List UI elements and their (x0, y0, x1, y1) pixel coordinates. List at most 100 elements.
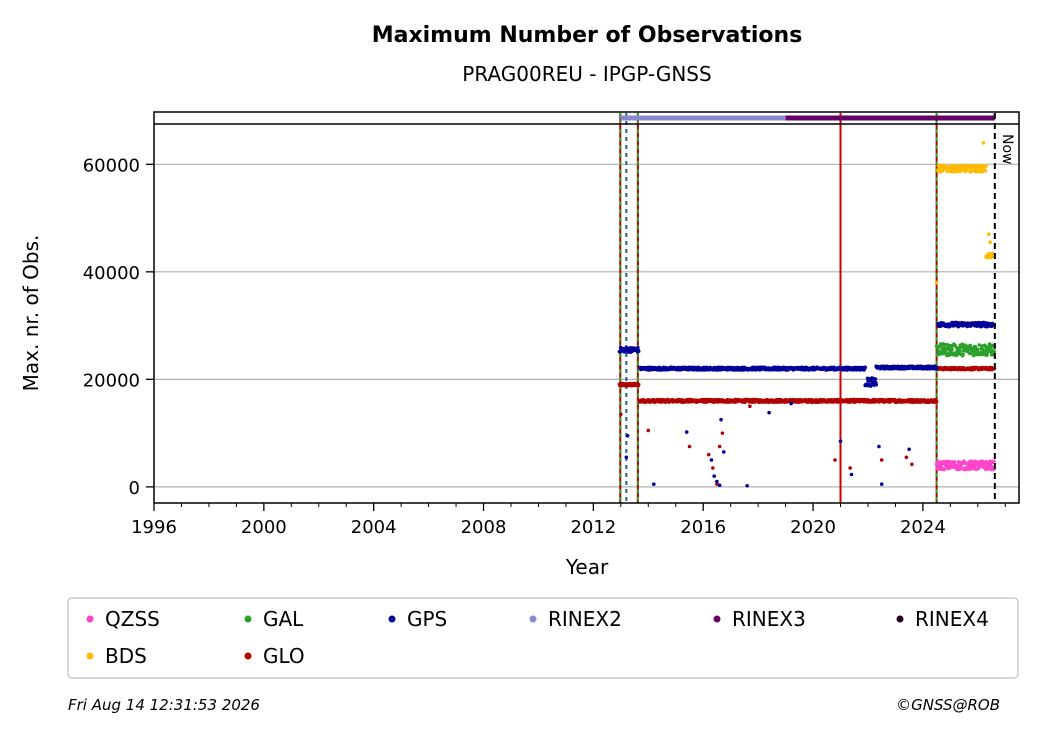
gps-outlier-point (719, 417, 723, 422)
legend-marker-qzss (86, 615, 94, 623)
plot-frame (153, 111, 1020, 504)
gps-outlier-point (624, 455, 629, 460)
bds-point (950, 163, 954, 168)
x-tick-label: 2020 (790, 517, 836, 538)
gps-point (873, 377, 878, 381)
glo-point (934, 399, 939, 404)
glo-outlier-point (879, 458, 884, 462)
bds-outlier-point (934, 280, 939, 285)
y-axis-label: Max. nr. of Obs. (19, 235, 43, 392)
bds-outlier-point (986, 232, 991, 237)
footer-timestamp: Fri Aug 14 12:31:53 2026 (68, 696, 260, 714)
gps-outlier-point (715, 479, 719, 484)
legend-label-gal: GAL (263, 607, 304, 631)
gps-point (636, 349, 641, 353)
legend-label-rinex3: RINEX3 (732, 607, 806, 631)
gps-outlier-point (877, 444, 881, 449)
legend: QZSS GAL GPS RINEX2 RINEX3 RINEX4 BDS GLO (86, 607, 989, 668)
glo-outlier-point (910, 462, 914, 467)
chart-title: Maximum Number of Observations (372, 23, 803, 48)
axis-layer: 1996 2000 2004 2008 2012 2016 2020 2024 0 20000 40… (83, 155, 1006, 538)
y-tick-label: 0 (129, 478, 140, 499)
gal-point (961, 352, 965, 356)
x-tick-label: 2008 (461, 517, 507, 538)
legend-marker-gps (388, 615, 396, 623)
glo-outlier-point (711, 466, 715, 470)
gal-point (970, 349, 974, 354)
gps-outlier-point (849, 472, 854, 477)
bds-point (983, 169, 988, 173)
qzss-point (952, 460, 957, 464)
gal-point (968, 343, 972, 348)
gps-point (934, 365, 939, 370)
points-layer (617, 141, 997, 488)
gps-outlier-point (651, 482, 656, 486)
gal-point (977, 343, 982, 347)
glo-outlier-point (848, 466, 852, 470)
qzss-point (959, 464, 963, 469)
x-tick-label: 2000 (241, 517, 287, 538)
x-tick-label: 1996 (131, 517, 177, 538)
gps-point (863, 365, 868, 370)
glo-point (636, 382, 641, 387)
gps-point (636, 345, 640, 350)
gal-point (958, 349, 962, 353)
y-tick-label: 60000 (83, 155, 140, 176)
gal-point (971, 353, 976, 358)
footer-credit: ©GNSS@ROB (896, 696, 1000, 714)
x-tick-label: 2016 (680, 517, 726, 538)
legend-marker-glo (244, 652, 252, 660)
legend-label-rinex2: RINEX2 (548, 607, 622, 631)
gps-outlier-point (789, 401, 793, 406)
gal-point (950, 347, 954, 352)
legend-marker-rinex3 (713, 615, 721, 623)
gps-outlier-point (684, 430, 689, 434)
bds-point (984, 164, 988, 168)
legend-label-rinex4: RINEX4 (915, 607, 989, 631)
gps-outlier-point (745, 483, 749, 488)
bds-outlier-point (988, 240, 992, 245)
chart-subtitle: PRAG00REU - IPGP-GNSS (462, 62, 711, 86)
legend-label-glo: GLO (263, 644, 305, 668)
qzss-point (969, 467, 974, 471)
gps-outlier-point (907, 447, 911, 452)
glo-outlier-point (715, 482, 719, 486)
glo-outlier-point (904, 455, 909, 460)
gps-outlier-point (767, 410, 771, 415)
glo-outlier-point (717, 444, 722, 449)
glo-outlier-point (720, 431, 725, 435)
bds-outlier-point (981, 141, 986, 145)
x-axis-label: Year (565, 555, 609, 579)
legend-marker-bds (86, 652, 94, 660)
legend-label-bds: BDS (105, 644, 147, 668)
legend-marker-rinex2 (529, 615, 537, 623)
gps-point (869, 384, 873, 388)
gps-outlier-point (722, 450, 726, 454)
gps-outlier-point (838, 439, 843, 443)
legend-marker-gal (244, 615, 252, 623)
grid-layer (154, 163, 1019, 488)
gps-outlier-point (712, 474, 716, 478)
glo-outlier-point (833, 458, 837, 462)
x-tick-label: 2004 (351, 517, 397, 538)
gps-outlier-point (717, 483, 722, 488)
qzss-point (958, 467, 962, 471)
glo-outlier-point (706, 452, 711, 457)
glo-outlier-point (748, 404, 752, 409)
legend-label-gps: GPS (407, 607, 447, 631)
gal-point (975, 347, 980, 352)
gal-point (992, 349, 997, 354)
legend-box (67, 597, 1019, 679)
legend-label-qzss: QZSS (105, 607, 160, 631)
qzss-point (992, 459, 996, 464)
glo-outlier-point (687, 444, 692, 449)
gps-outlier-point (625, 434, 630, 438)
gps-outlier-point (879, 482, 884, 486)
vertical-lines-layer (619, 113, 938, 503)
glo-outlier-point (646, 428, 651, 433)
x-tick-label: 2012 (570, 517, 616, 538)
legend-marker-rinex4 (896, 615, 904, 623)
glo-outlier-point (619, 412, 623, 417)
gal-point (941, 343, 946, 348)
